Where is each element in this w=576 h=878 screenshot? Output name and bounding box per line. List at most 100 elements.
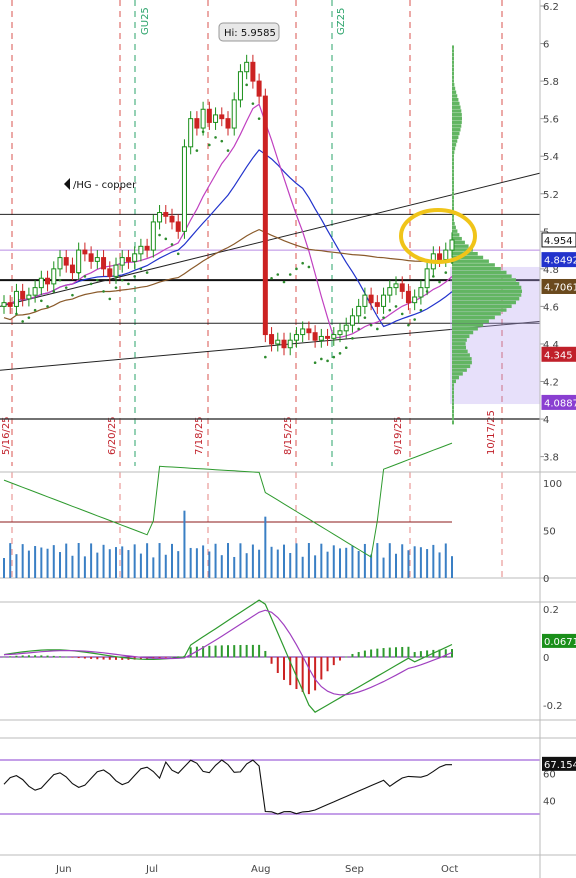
sar-dot (338, 352, 342, 355)
profile-bar (452, 214, 454, 218)
sar-dot (170, 243, 174, 246)
expiry-marker-label: GZ25 (336, 8, 347, 35)
profile-bar (452, 67, 454, 72)
candle-body (331, 334, 337, 339)
candle-body (57, 257, 63, 270)
candle-body (194, 118, 200, 129)
price-panel: 5/16/25 6/20/25 7/18/25 8/15/25 9/19/25 10/17… (0, 0, 576, 578)
candle-body (225, 118, 231, 129)
rsi-tick-label: 40 (543, 797, 556, 808)
price-tick-label: 4 (543, 415, 549, 426)
macd-histogram-bar (451, 649, 453, 658)
date-marker-label: 8/15/25 (283, 416, 294, 455)
volume-bar (139, 553, 142, 578)
profile-bar (452, 176, 454, 181)
volume-bar (115, 547, 117, 578)
volume-bar (388, 543, 391, 578)
volume-bar (108, 549, 111, 578)
volume-bar (146, 543, 149, 578)
volume-bar (332, 545, 335, 578)
profile-bar (452, 364, 471, 369)
volume-bar (432, 544, 435, 578)
sar-dot (71, 293, 74, 297)
profile-bar (452, 266, 501, 271)
candle-body (343, 324, 349, 332)
candle-body (119, 257, 125, 266)
macd-histogram-bar (102, 657, 105, 660)
sar-dot (58, 278, 62, 282)
sar-dot (444, 271, 448, 274)
sar-dot (83, 275, 87, 278)
profile-bar (452, 278, 516, 282)
volume-bar (295, 543, 298, 578)
profile-bar (452, 199, 454, 203)
profile-bar (452, 64, 454, 68)
price-tick-label: 4.4 (543, 340, 559, 351)
profile-bar (452, 334, 470, 339)
date-marker-label: 5/16/25 (1, 416, 12, 455)
volume-bar (21, 544, 24, 578)
macd-histogram-bar (52, 655, 55, 658)
macd-histogram-bar (77, 657, 80, 659)
candle-body (63, 257, 69, 266)
profile-bar (452, 375, 459, 380)
macd-histogram-bar (90, 657, 93, 659)
profile-bar (452, 161, 454, 166)
profile-bar (452, 308, 507, 312)
volume-bar (220, 555, 223, 578)
sar-dot (438, 280, 441, 284)
macd-histogram-bar (3, 657, 5, 658)
profile-bar (452, 71, 454, 76)
sar-dot (376, 327, 379, 331)
volume-bar (301, 556, 304, 578)
macd-tick-label: -0.2 (543, 701, 563, 712)
price-tick-label: 4.2 (543, 378, 559, 389)
sar-dot (363, 316, 367, 319)
profile-bar (452, 368, 467, 372)
profile-bar (452, 417, 454, 421)
volume-bar (270, 546, 273, 578)
macd-histogram-bar (370, 649, 373, 658)
profile-bar (452, 297, 520, 301)
profile-bar (452, 139, 458, 143)
macd-histogram-bar (376, 648, 379, 658)
macd-histogram-bar (438, 649, 441, 658)
rsi-tick-label: 60 (543, 770, 556, 781)
price-tick-label: 5.6 (543, 115, 559, 126)
sar-dot (145, 271, 149, 274)
sar-dot (320, 357, 323, 361)
sar-dot (15, 312, 18, 316)
volume-bar (183, 510, 186, 578)
profile-bar (452, 379, 456, 384)
profile-bar (452, 154, 454, 158)
macd-histogram-bar (164, 657, 167, 658)
macd-histogram-bar (46, 655, 49, 658)
volume-bar (102, 544, 105, 578)
profile-bar (452, 248, 473, 252)
profile-bar (452, 330, 474, 335)
volume-profile (450, 45, 540, 425)
volume-bar (189, 547, 192, 578)
profile-bar (452, 173, 454, 177)
candle-body (181, 146, 187, 232)
macd-histogram-bar (83, 657, 86, 659)
volume-bar (245, 553, 248, 578)
candle-body (94, 257, 100, 262)
candle-body (88, 253, 94, 262)
candle-body (1, 302, 7, 307)
volume-bar (208, 551, 211, 578)
profile-bar (452, 191, 454, 196)
volume-bar (171, 543, 173, 578)
volume-bar (121, 546, 124, 578)
date-marker-label: 10/17/25 (486, 410, 497, 455)
profile-bar (452, 387, 454, 391)
volume-bar (133, 544, 136, 578)
macd-histogram-bar (401, 646, 404, 658)
macd-histogram-bar (419, 651, 422, 658)
profile-bar (452, 274, 512, 278)
candle-body (51, 268, 57, 285)
candle-body (188, 118, 194, 148)
volume-bar (438, 552, 441, 578)
